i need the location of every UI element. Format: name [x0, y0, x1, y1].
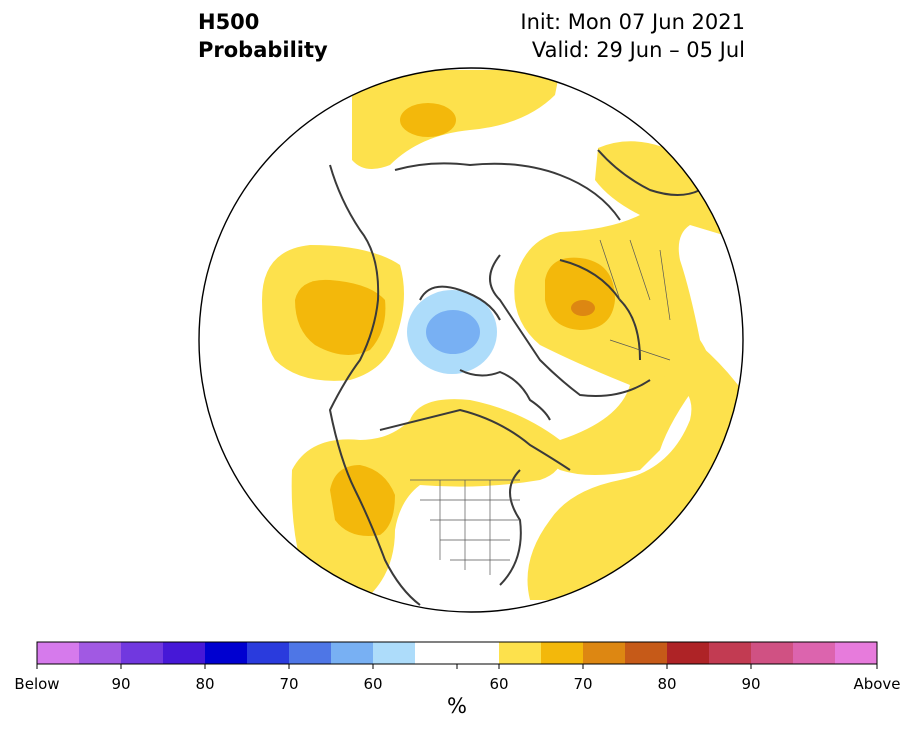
product-title: Probability	[198, 38, 328, 62]
title-block-left: H500 Probability	[198, 8, 328, 64]
colorbar-cell	[541, 642, 584, 664]
anomaly-above-north-atlantic-core	[400, 103, 456, 137]
anomaly-below-arctic-core	[426, 310, 480, 354]
colorbar-tick-label: 90	[111, 675, 131, 693]
colorbar-tick-label: 70	[279, 675, 299, 693]
colorbar-cell	[331, 642, 374, 664]
variable-title: H500	[198, 10, 260, 34]
colorbar-frame	[36, 641, 878, 665]
anomaly-above-canada	[291, 399, 563, 596]
colorbar-cell	[625, 642, 668, 664]
colorbar-tick-label: 70	[573, 675, 593, 693]
colorbar-cell	[121, 642, 164, 664]
anomaly-above-western-us	[330, 465, 395, 536]
colorbar-cell	[205, 642, 248, 664]
anomaly-above-north-atlantic	[352, 70, 560, 169]
colorbar-tick-label: Below	[14, 675, 60, 693]
colorbar-cell	[499, 642, 542, 664]
anomaly-above-eurasia-peak	[571, 300, 595, 316]
colorbar-cell	[457, 642, 500, 664]
colorbar-cell	[289, 642, 332, 664]
colorbar-tick-label: 60	[489, 675, 509, 693]
colorbar-tick-label: 80	[657, 675, 677, 693]
colorbar-cell	[793, 642, 836, 664]
colorbar-cell	[163, 642, 206, 664]
colorbar-tick-label: 80	[195, 675, 215, 693]
colorbar-cell	[373, 642, 416, 664]
map-disc	[199, 68, 743, 612]
colorbar-tick-label: Above	[853, 675, 901, 693]
polar-map	[198, 67, 744, 613]
title-block-right: Init: Mon 07 Jun 2021 Valid: 29 Jun – 05…	[520, 8, 745, 64]
map-boundary	[198, 67, 744, 613]
borders	[410, 239, 671, 575]
colorbar-cell	[751, 642, 794, 664]
anomaly-above-north-pacific-core	[295, 279, 386, 355]
valid-period: Valid: 29 Jun – 05 Jul	[531, 38, 745, 62]
colorbar-cell	[667, 642, 710, 664]
colorbar-tick-label: 90	[741, 675, 761, 693]
colorbar-cell	[79, 642, 122, 664]
colorbar-tick-label: 60	[363, 675, 383, 693]
colorbar-cell	[415, 642, 458, 664]
colorbar-cell	[247, 642, 290, 664]
colorbar-cell	[583, 642, 626, 664]
init-date: Init: Mon 07 Jun 2021	[520, 10, 745, 34]
colorbar-unit: %	[447, 694, 467, 718]
colorbar-cell	[835, 642, 878, 664]
colorbar-cell	[37, 642, 80, 664]
colorbar-cell	[709, 642, 752, 664]
